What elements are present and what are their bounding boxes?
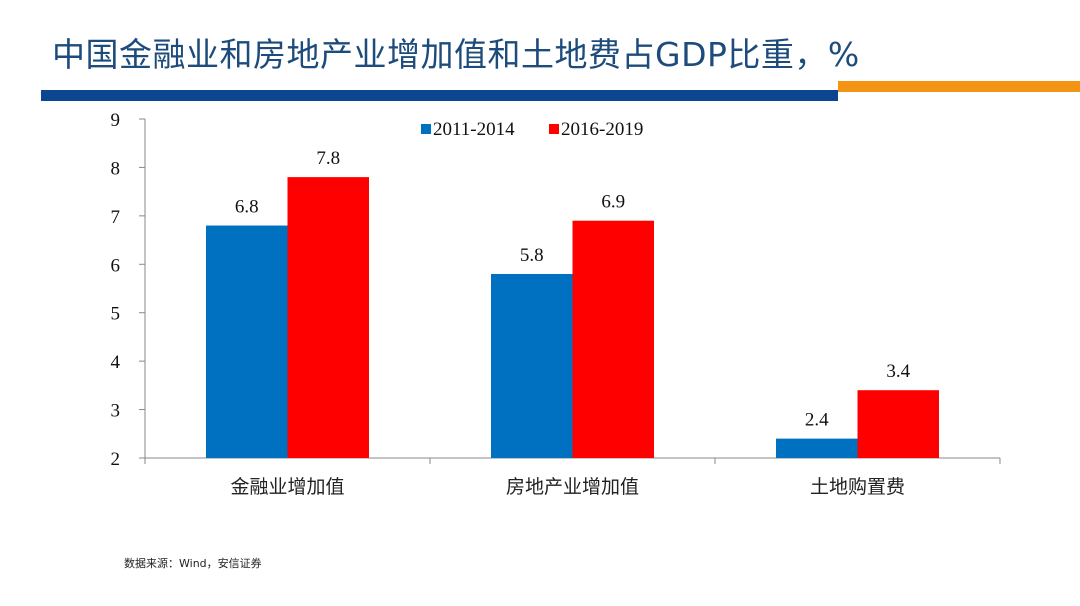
data-label: 7.8	[316, 148, 340, 169]
y-tick-label: 9	[111, 110, 121, 131]
y-tick-label: 7	[111, 207, 121, 228]
bar-2011-2014	[206, 225, 288, 458]
legend-label: 2011-2014	[433, 119, 515, 140]
x-category-label: 房地产业增加值	[506, 476, 639, 498]
legend-label: 2016-2019	[561, 119, 643, 140]
data-labels: 6.8 5.8 2.4 7.8 6.9 3.4	[235, 148, 911, 431]
title-rule-blue	[41, 90, 838, 101]
bar-2016-2019	[572, 220, 654, 458]
y-axis: 2 3 4 5 6 7 8 9	[111, 110, 146, 470]
y-tick-label: 6	[111, 255, 121, 276]
legend-swatch	[421, 124, 431, 134]
y-tick-label: 2	[111, 449, 121, 470]
x-axis: 金融业增加值 房地产业增加值 土地购置费	[144, 457, 1001, 498]
data-source-note: 数据来源：Wind，安信证券	[124, 557, 262, 570]
title-rule-orange	[838, 81, 1080, 92]
bar-2011-2014	[776, 438, 858, 458]
data-label: 3.4	[886, 361, 910, 382]
data-label: 6.9	[601, 192, 625, 213]
y-tick-label: 5	[111, 304, 121, 325]
x-category-label: 金融业增加值	[230, 476, 344, 498]
legend: 2011-2014 2016-2019	[421, 119, 643, 140]
y-tick-label: 8	[111, 158, 121, 179]
bar-2016-2019	[857, 390, 939, 458]
data-label: 5.8	[520, 245, 544, 266]
y-tick-label: 3	[111, 401, 121, 422]
y-tick-label: 4	[111, 352, 121, 373]
bars	[206, 177, 939, 458]
data-label: 2.4	[805, 410, 829, 431]
x-category-label: 土地购置费	[810, 476, 905, 498]
data-label: 6.8	[235, 197, 259, 218]
bar-2016-2019	[287, 177, 369, 458]
legend-swatch	[549, 124, 559, 134]
bar-2011-2014	[491, 273, 573, 458]
page-title: 中国金融业和房地产业增加值和土地费占GDP比重，%	[52, 35, 860, 74]
